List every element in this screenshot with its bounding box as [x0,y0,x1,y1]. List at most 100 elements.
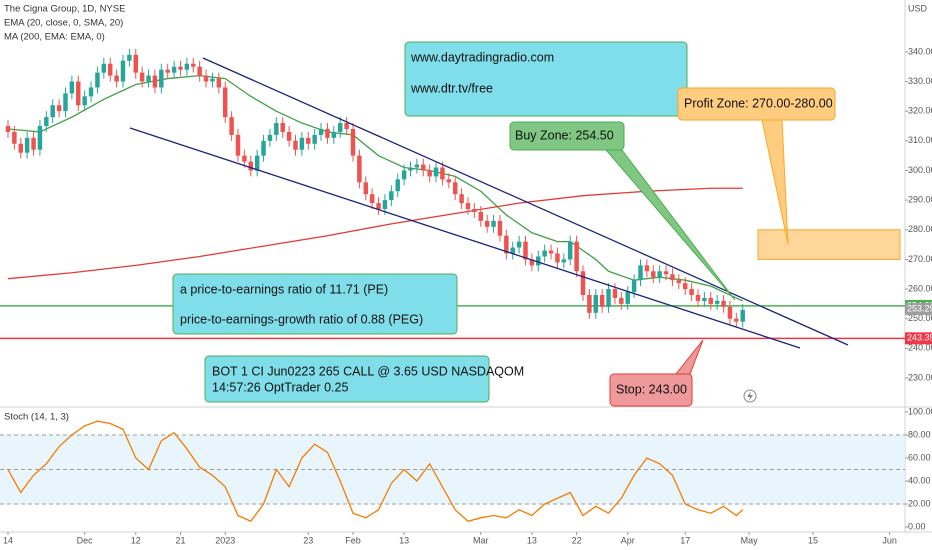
y-tick-label: 280.00 [908,224,932,234]
candle-body [69,81,75,94]
candle-body [350,128,356,156]
candle-body [363,182,369,195]
candle-body [695,295,701,301]
candle-body [120,60,126,82]
candle-body [516,241,522,248]
candle-body [82,96,87,106]
x-tick-label: Jun [882,535,897,545]
x-tick-label: 23 [303,535,313,545]
note-box [404,41,688,117]
last-price-label: 253.29 [907,303,932,313]
x-tick-label: 14 [3,535,13,545]
candle-body [274,123,279,135]
candle-body [619,297,624,304]
candle-body [248,161,254,171]
candle-body [216,78,222,88]
candle-body [5,126,11,132]
candle-body [682,283,688,290]
x-tick-label: 12 [131,535,141,545]
candle-body [631,280,637,293]
y-tick-label: 240.00 [908,343,932,353]
candle-body [12,131,17,144]
candle-body [191,63,196,67]
candle-body [510,247,515,254]
candle-body [344,123,349,129]
candle-body [389,191,394,201]
candle-body [261,140,266,156]
x-tick-label: 2023 [215,535,235,545]
y-tick-label: 320.00 [908,106,932,116]
candle-body [293,140,298,150]
candle-body [638,265,643,281]
y-tick-label: 0.00 [908,521,926,531]
candle-body [299,137,305,150]
trend-line [129,127,801,349]
note-text: Buy Zone: 254.50 [515,128,614,142]
note-text: 14:57:26 OptTrader 0.25 [212,380,348,394]
y-tick-label: 290.00 [908,195,932,205]
candle-body [369,194,375,204]
candle-body [76,81,81,106]
candle-body [31,137,36,150]
candle-body [146,75,151,82]
candle-body [465,203,471,210]
x-tick-label: Mar [473,535,489,545]
trend-line [202,57,849,346]
candle-body [254,155,260,171]
candle-body [101,63,107,73]
candle-body [203,75,209,82]
alert-icon[interactable] [743,389,757,403]
candle-body [567,241,573,260]
candle-body [159,69,164,88]
candle-body [663,271,669,275]
candle-body [382,200,388,210]
candle-body [657,271,662,278]
note-box [204,355,490,403]
candle-body [472,209,477,212]
candle-body [484,220,490,227]
candle-body [689,289,694,296]
note-box [172,273,458,335]
candle-body [306,137,311,144]
candle-body [459,194,464,204]
candle-body [491,220,496,227]
candle-body [414,164,420,168]
candle-body [210,78,215,82]
x-tick-label: Feb [345,535,361,545]
candle-body [452,182,458,195]
y-tick-label: 80.00 [908,429,931,439]
candle-body [184,63,190,70]
candle-body [171,66,177,73]
legend-entry: EMA (20, close, 0, SMA, 20) [4,18,123,29]
stoch-pane: 0.00 20.00 40.00 60.00 80.00 100.00 [0,406,932,531]
candle-body [222,87,228,118]
price-tag [905,332,932,345]
candle-body [593,295,599,313]
candle-body [280,123,285,132]
note-text: a price-to-earnings ratio of 11.71 (PE) [180,282,388,296]
annotations: www.daytradingradio.com www.dtr.tv/free … [129,41,849,407]
y-tick-label: 260.00 [908,283,932,293]
candle-body [523,241,528,260]
candle-body [625,292,630,304]
currency-label: USD [908,3,928,13]
x-tick-label: May [741,535,759,545]
last-price-tag [905,302,932,315]
candle-body [37,126,43,150]
candle-body [740,309,745,322]
candle-body [734,318,739,322]
candle-body [88,87,94,97]
candle-body [427,170,432,177]
symbol-title: The Cigna Group, 1D, NYSE [4,4,125,15]
y-tick-label: 40.00 [908,475,931,485]
note-box [609,373,693,407]
candle-body [446,179,452,183]
y-tick-label: 270.00 [908,254,932,264]
candle-body [197,66,202,76]
candle-body [529,259,535,266]
alert-icon-bolt [747,391,753,401]
candle-body [325,128,330,138]
candle-body [63,93,68,112]
candle-body [676,280,682,284]
